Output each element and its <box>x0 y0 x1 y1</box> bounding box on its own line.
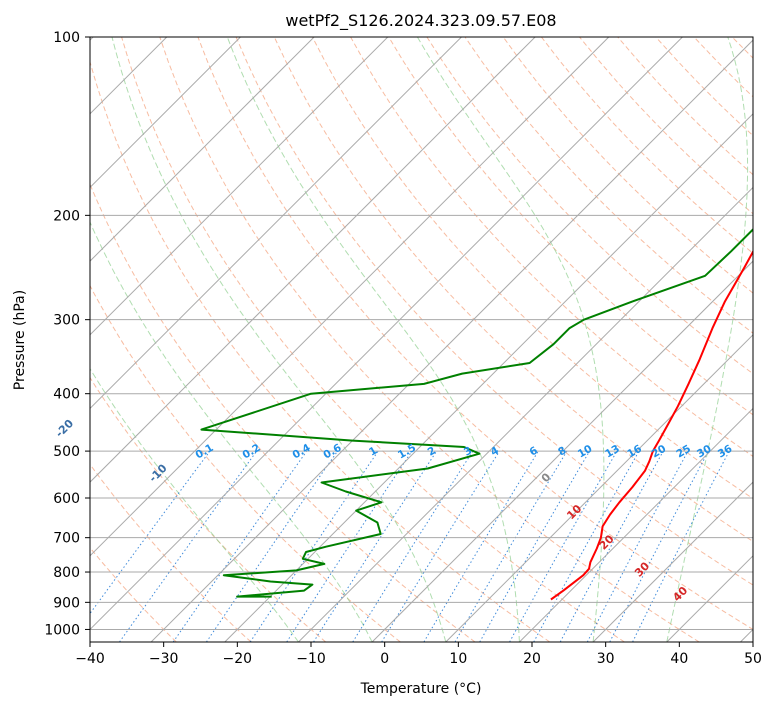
mixing-ratio-line <box>172 450 308 642</box>
isotherm-line <box>90 37 389 336</box>
dry-adiabat-line <box>311 37 753 500</box>
temperature-profile-line <box>550 249 753 601</box>
mixing-ratio-line <box>205 450 338 642</box>
x-tick-label: −20 <box>223 651 253 667</box>
isotherm-line <box>90 37 610 557</box>
y-tick-label: 700 <box>53 531 80 547</box>
dry-adiabat-line <box>197 37 753 630</box>
x-tick-label: 10 <box>449 651 467 667</box>
mixing-ratio-line <box>381 450 500 642</box>
x-tick-label: 50 <box>744 651 762 667</box>
mixing-ratio-line <box>632 450 730 642</box>
dry-adiabat-line <box>159 37 700 642</box>
mixing-ratio-line <box>533 450 640 642</box>
moist-adiabat-line <box>111 37 447 642</box>
isotherm-line <box>90 37 462 410</box>
isotherm-line <box>90 37 315 262</box>
y-tick-label: 200 <box>53 208 80 224</box>
isotherm-line <box>592 481 753 642</box>
x-tick-label: −10 <box>296 651 326 667</box>
mixing-ratio-line <box>313 450 438 642</box>
x-tick-label: 0 <box>380 651 389 667</box>
mixing-ratio-line <box>90 450 211 615</box>
moist-adiabat-line <box>416 37 605 642</box>
dry-adiabat-line <box>502 37 753 294</box>
dry-adiabat-line <box>426 37 753 375</box>
y-tick-label: 400 <box>53 387 80 403</box>
y-tick-label: 800 <box>53 565 80 581</box>
dewpoint-profile-line <box>200 227 753 598</box>
isotherm-line <box>90 37 536 483</box>
plot-frame <box>89 36 754 643</box>
mixing-ratio-line <box>249 450 379 642</box>
y-tick-label: 900 <box>53 595 80 611</box>
x-tick-label: 20 <box>523 651 541 667</box>
isotherm-line <box>150 39 753 642</box>
dry-adiabat-line <box>121 37 625 642</box>
moist-adiabat-line <box>90 220 373 642</box>
dry-adiabat-line <box>388 37 753 416</box>
isotherm-line <box>445 334 753 642</box>
mixing-ratio-line <box>119 450 258 642</box>
mixing-ratio-line <box>352 450 474 642</box>
chart-title: wetPf2_S126.2024.323.09.57.E08 <box>285 11 556 31</box>
moist-adiabat-line <box>666 37 749 642</box>
y-tick-label: 300 <box>53 313 80 329</box>
y-tick-label: 100 <box>53 30 80 46</box>
dry-adiabat-line <box>90 60 551 642</box>
mixing-ratio-line <box>286 450 413 642</box>
isotherm-line <box>90 37 683 631</box>
y-axis-label: Pressure (hPa) <box>12 290 28 390</box>
dry-adiabat-line <box>235 37 753 586</box>
isotherm-line <box>371 260 753 642</box>
x-tick-label: −30 <box>149 651 179 667</box>
isotherm-line <box>519 407 753 642</box>
x-tick-label: 40 <box>670 651 688 667</box>
mixing-ratio-line <box>559 450 664 642</box>
moist-adiabat-line <box>226 37 520 642</box>
dry-adiabat-line <box>90 546 177 642</box>
dry-adiabat-line <box>90 376 327 642</box>
x-axis-label: Temperature (°C) <box>360 681 482 697</box>
dry-adiabat-line <box>90 463 252 642</box>
y-tick-label: 600 <box>53 491 80 507</box>
moist-adiabat-line <box>90 367 299 642</box>
isotherm-line <box>298 186 753 642</box>
mixing-ratio-line <box>509 450 618 642</box>
y-tick-label: 500 <box>53 444 80 460</box>
y-tick-label: 1000 <box>44 622 80 638</box>
isotherm-line <box>224 113 753 642</box>
x-tick-label: 30 <box>597 651 615 667</box>
isotherm-line <box>90 37 241 189</box>
dry-adiabat-line <box>90 182 476 642</box>
x-tick-label: −40 <box>75 651 105 667</box>
